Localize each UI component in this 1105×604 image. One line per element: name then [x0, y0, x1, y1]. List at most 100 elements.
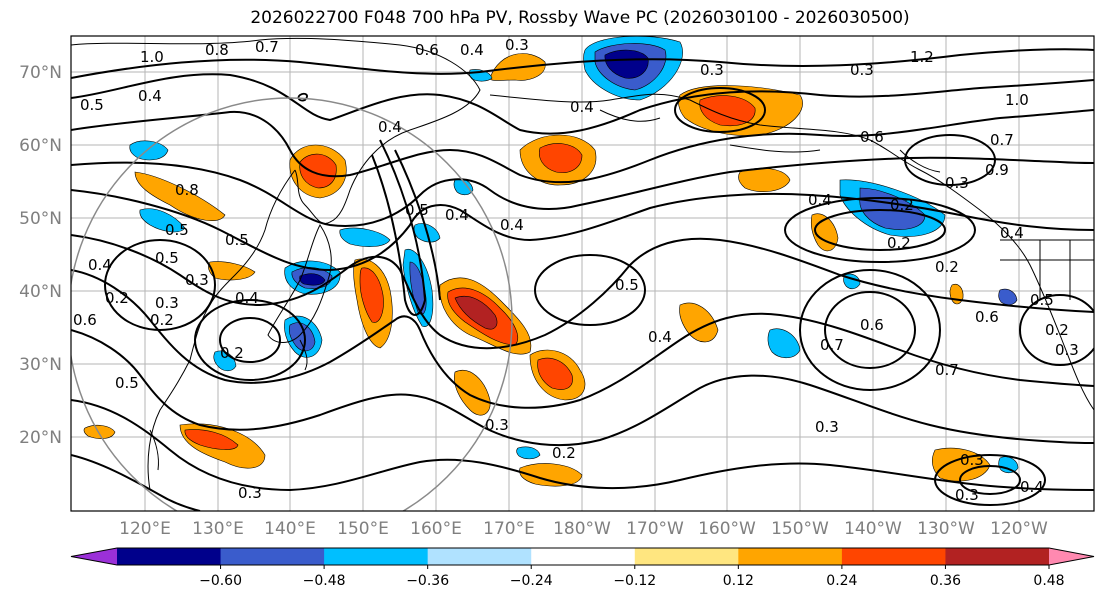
negative-anomaly [516, 446, 541, 460]
contour-label: 0.3 [945, 174, 969, 192]
lon-label: 140°W [844, 519, 902, 539]
contour-label: 0.4 [235, 289, 259, 307]
contour-label: 0.3 [700, 61, 724, 79]
contour-label: 0.5 [155, 249, 179, 267]
colorbar-cell [841, 548, 946, 565]
contour-label: 0.3 [485, 416, 509, 434]
positive-anomaly [134, 171, 226, 221]
positive-anomaly [208, 261, 256, 281]
contour-label: 0.3 [1055, 341, 1079, 359]
positive-anomaly [454, 295, 498, 330]
contour-label: 0.7 [935, 361, 959, 379]
contour-label: 0.6 [860, 128, 884, 146]
contour-label: 0.5 [165, 221, 189, 239]
colorbar-tick-label: −0.12 [613, 573, 656, 589]
colorbar-tick-label: 0.24 [826, 573, 857, 589]
contour-label: 1.2 [910, 48, 934, 66]
positive-anomaly [699, 95, 756, 127]
latitude-labels: 70°N 60°N 50°N 40°N 30°N 20°N [19, 63, 62, 448]
contour-label: 0.4 [570, 98, 594, 116]
lon-label: 130°E [192, 519, 244, 539]
map-title: 2026022700 F048 700 hPa PV, Rossby Wave … [250, 8, 910, 28]
contour-label: 0.3 [955, 486, 979, 504]
pc-shading [83, 36, 1019, 487]
lat-label: 50°N [19, 209, 62, 229]
contour-label: 0.2 [935, 258, 959, 276]
positive-anomaly [83, 424, 116, 439]
contour-label: 0.6 [73, 311, 97, 329]
positive-anomaly [359, 267, 384, 323]
colorbar-extend-low [71, 548, 117, 565]
negative-anomaly [409, 261, 427, 315]
lon-label: 120°E [119, 519, 171, 539]
contour-label: 0.7 [255, 38, 279, 56]
lon-label: 170°W [626, 519, 684, 539]
positive-anomaly [184, 429, 239, 450]
contour-label: 0.2 [105, 289, 129, 307]
colorbar-cell [634, 548, 739, 565]
colorbar-cell [220, 548, 325, 565]
lon-label: 180°W [553, 519, 611, 539]
contour-label: 0.5 [115, 374, 139, 392]
contour-label: 0.4 [445, 206, 469, 224]
colorbar-cell [531, 548, 636, 565]
lat-label: 30°N [19, 355, 62, 375]
contour-label: 0.6 [860, 316, 884, 334]
colorbar-tick-label: 0.36 [930, 573, 961, 589]
lat-label: 60°N [19, 136, 62, 156]
positive-anomaly [454, 370, 491, 416]
colorbar-cell [945, 548, 1050, 565]
positive-anomaly [538, 143, 583, 173]
lon-label: 140°E [264, 519, 316, 539]
contour-label: 0.2 [552, 444, 576, 462]
contour-label: 0.8 [175, 181, 199, 199]
contour-label: 0.3 [238, 484, 262, 502]
contour-label: 0.2 [150, 311, 174, 329]
contour-label: 0.4 [808, 191, 832, 209]
contour-label: 0.4 [1000, 224, 1024, 242]
colorbar-outline [70, 547, 1095, 566]
range-ring [71, 97, 513, 511]
contour-label: 0.3 [155, 294, 179, 312]
contour-label: 0.3 [185, 271, 209, 289]
contour-label: 0.4 [648, 328, 672, 346]
contour-label: 0.5 [615, 276, 639, 294]
contour-label: 1.0 [1005, 91, 1029, 109]
colorbar-tick-label: 0.48 [1033, 573, 1064, 589]
contour-label: 1.0 [140, 48, 164, 66]
colorbar-tick-label: −0.48 [303, 573, 346, 589]
colorbar-cell [427, 548, 532, 565]
negative-anomaly [139, 208, 186, 233]
lon-label: 160°W [698, 519, 756, 539]
positive-anomaly [738, 167, 791, 193]
negative-anomaly [998, 456, 1019, 474]
colorbar-extend-high [1049, 548, 1094, 565]
colorbar-tick-label: −0.60 [199, 573, 242, 589]
negative-anomaly [129, 140, 169, 161]
colorbar-tick-label: −0.24 [510, 573, 553, 589]
colorbar-tick-label: −0.36 [406, 573, 449, 589]
negative-anomaly [604, 49, 649, 79]
positive-anomaly [537, 357, 573, 390]
contour-label: 0.5 [1030, 291, 1054, 309]
contour-label: 0.7 [820, 336, 844, 354]
longitude-labels: 120°E 130°E 140°E 150°E 160°E 170°E 180°… [119, 519, 1048, 539]
contour-label: 0.4 [138, 87, 162, 105]
negative-anomaly [339, 227, 391, 247]
lon-label: 150°E [337, 519, 389, 539]
coastlines [71, 37, 1094, 491]
positive-anomaly [299, 153, 337, 189]
contour-label: 0.8 [205, 41, 229, 59]
map-frame [70, 35, 1095, 512]
negative-anomaly [288, 322, 316, 352]
contour-label: 0.5 [405, 201, 429, 219]
contour-label: 0.5 [225, 231, 249, 249]
contour-labels: 1.0 0.8 0.7 0.4 0.3 0.6 0.4 0.3 0.4 0.5 … [73, 36, 1079, 504]
lat-label: 40°N [19, 282, 62, 302]
contour-label: 0.2 [220, 344, 244, 362]
contour-label: 0.9 [985, 161, 1009, 179]
contour-label: 0.7 [990, 131, 1014, 149]
contour-label: 0.3 [815, 418, 839, 436]
lon-label: 130°W [917, 519, 975, 539]
positive-anomaly [679, 302, 719, 343]
